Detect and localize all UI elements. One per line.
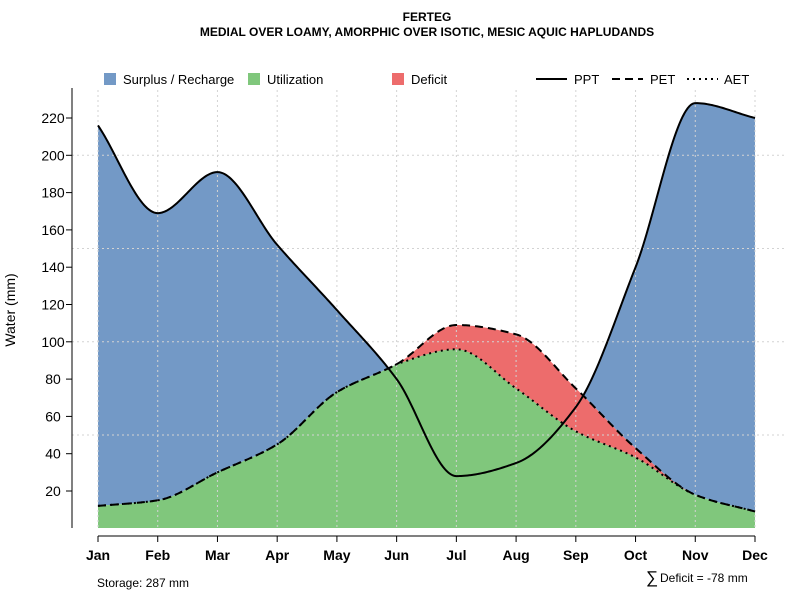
y-tick-label: 80 xyxy=(45,371,61,387)
legend-label-ppt: PPT xyxy=(574,72,599,87)
surplus-area xyxy=(98,103,755,512)
x-tick-label: Jun xyxy=(384,547,409,563)
x-tick-label: Feb xyxy=(145,547,170,563)
chart-title: FERTEG xyxy=(403,10,452,24)
gridlines xyxy=(72,90,785,528)
fill-areas xyxy=(98,103,755,528)
storage-annotation: Storage: 287 mm xyxy=(97,576,189,590)
x-tick-label: Jan xyxy=(86,547,110,563)
legend-label-deficit: Deficit xyxy=(411,72,448,87)
y-tick-label: 220 xyxy=(41,110,65,126)
x-tick-label: Aug xyxy=(502,547,529,563)
y-tick-label: 120 xyxy=(41,297,65,313)
series-lines xyxy=(97,102,756,513)
y-axis-label: Water (mm) xyxy=(2,273,18,346)
chart-subtitle: MEDIAL OVER LOAMY, AMORPHIC OVER ISOTIC,… xyxy=(200,25,654,39)
y-tick-label: 40 xyxy=(45,446,61,462)
x-tick-label: Oct xyxy=(624,547,648,563)
y-tick-label: 100 xyxy=(41,334,65,350)
y-tick-label: 200 xyxy=(41,147,65,163)
y-tick-label: 160 xyxy=(41,222,65,238)
y-tick-label: 140 xyxy=(41,259,65,275)
legend-label-utilization: Utilization xyxy=(267,72,323,87)
axes: 20 40 60 80 100 120 140 160 180 200 220 Jan Feb Mar Ap… xyxy=(41,88,768,563)
deficit-annotation: Deficit = -78 mm xyxy=(660,571,748,585)
legend: Surplus / Recharge Utilization Deficit P… xyxy=(104,72,749,87)
y-tick-label: 60 xyxy=(45,408,61,424)
x-tick-label: Jul xyxy=(446,547,466,563)
legend-label-surplus: Surplus / Recharge xyxy=(123,72,234,87)
legend-swatch-utilization xyxy=(248,73,260,85)
x-tick-label: Mar xyxy=(205,547,230,563)
y-tick-label: 180 xyxy=(41,185,65,201)
x-tick-label: Dec xyxy=(742,547,768,563)
legend-swatch-surplus xyxy=(104,73,116,85)
x-tick-label: Sep xyxy=(563,547,589,563)
y-tick-label: 20 xyxy=(45,483,61,499)
ppt-line xyxy=(97,102,756,478)
legend-label-aet: AET xyxy=(724,72,749,87)
legend-swatch-deficit xyxy=(392,73,404,85)
pet-line xyxy=(97,324,756,513)
legend-label-pet: PET xyxy=(650,72,675,87)
deficit-sum-symbol: ∑ xyxy=(646,568,658,587)
x-tick-label: Apr xyxy=(265,547,290,563)
x-tick-label: Nov xyxy=(682,547,709,563)
x-tick-label: May xyxy=(323,547,350,563)
aet-line xyxy=(97,348,756,513)
